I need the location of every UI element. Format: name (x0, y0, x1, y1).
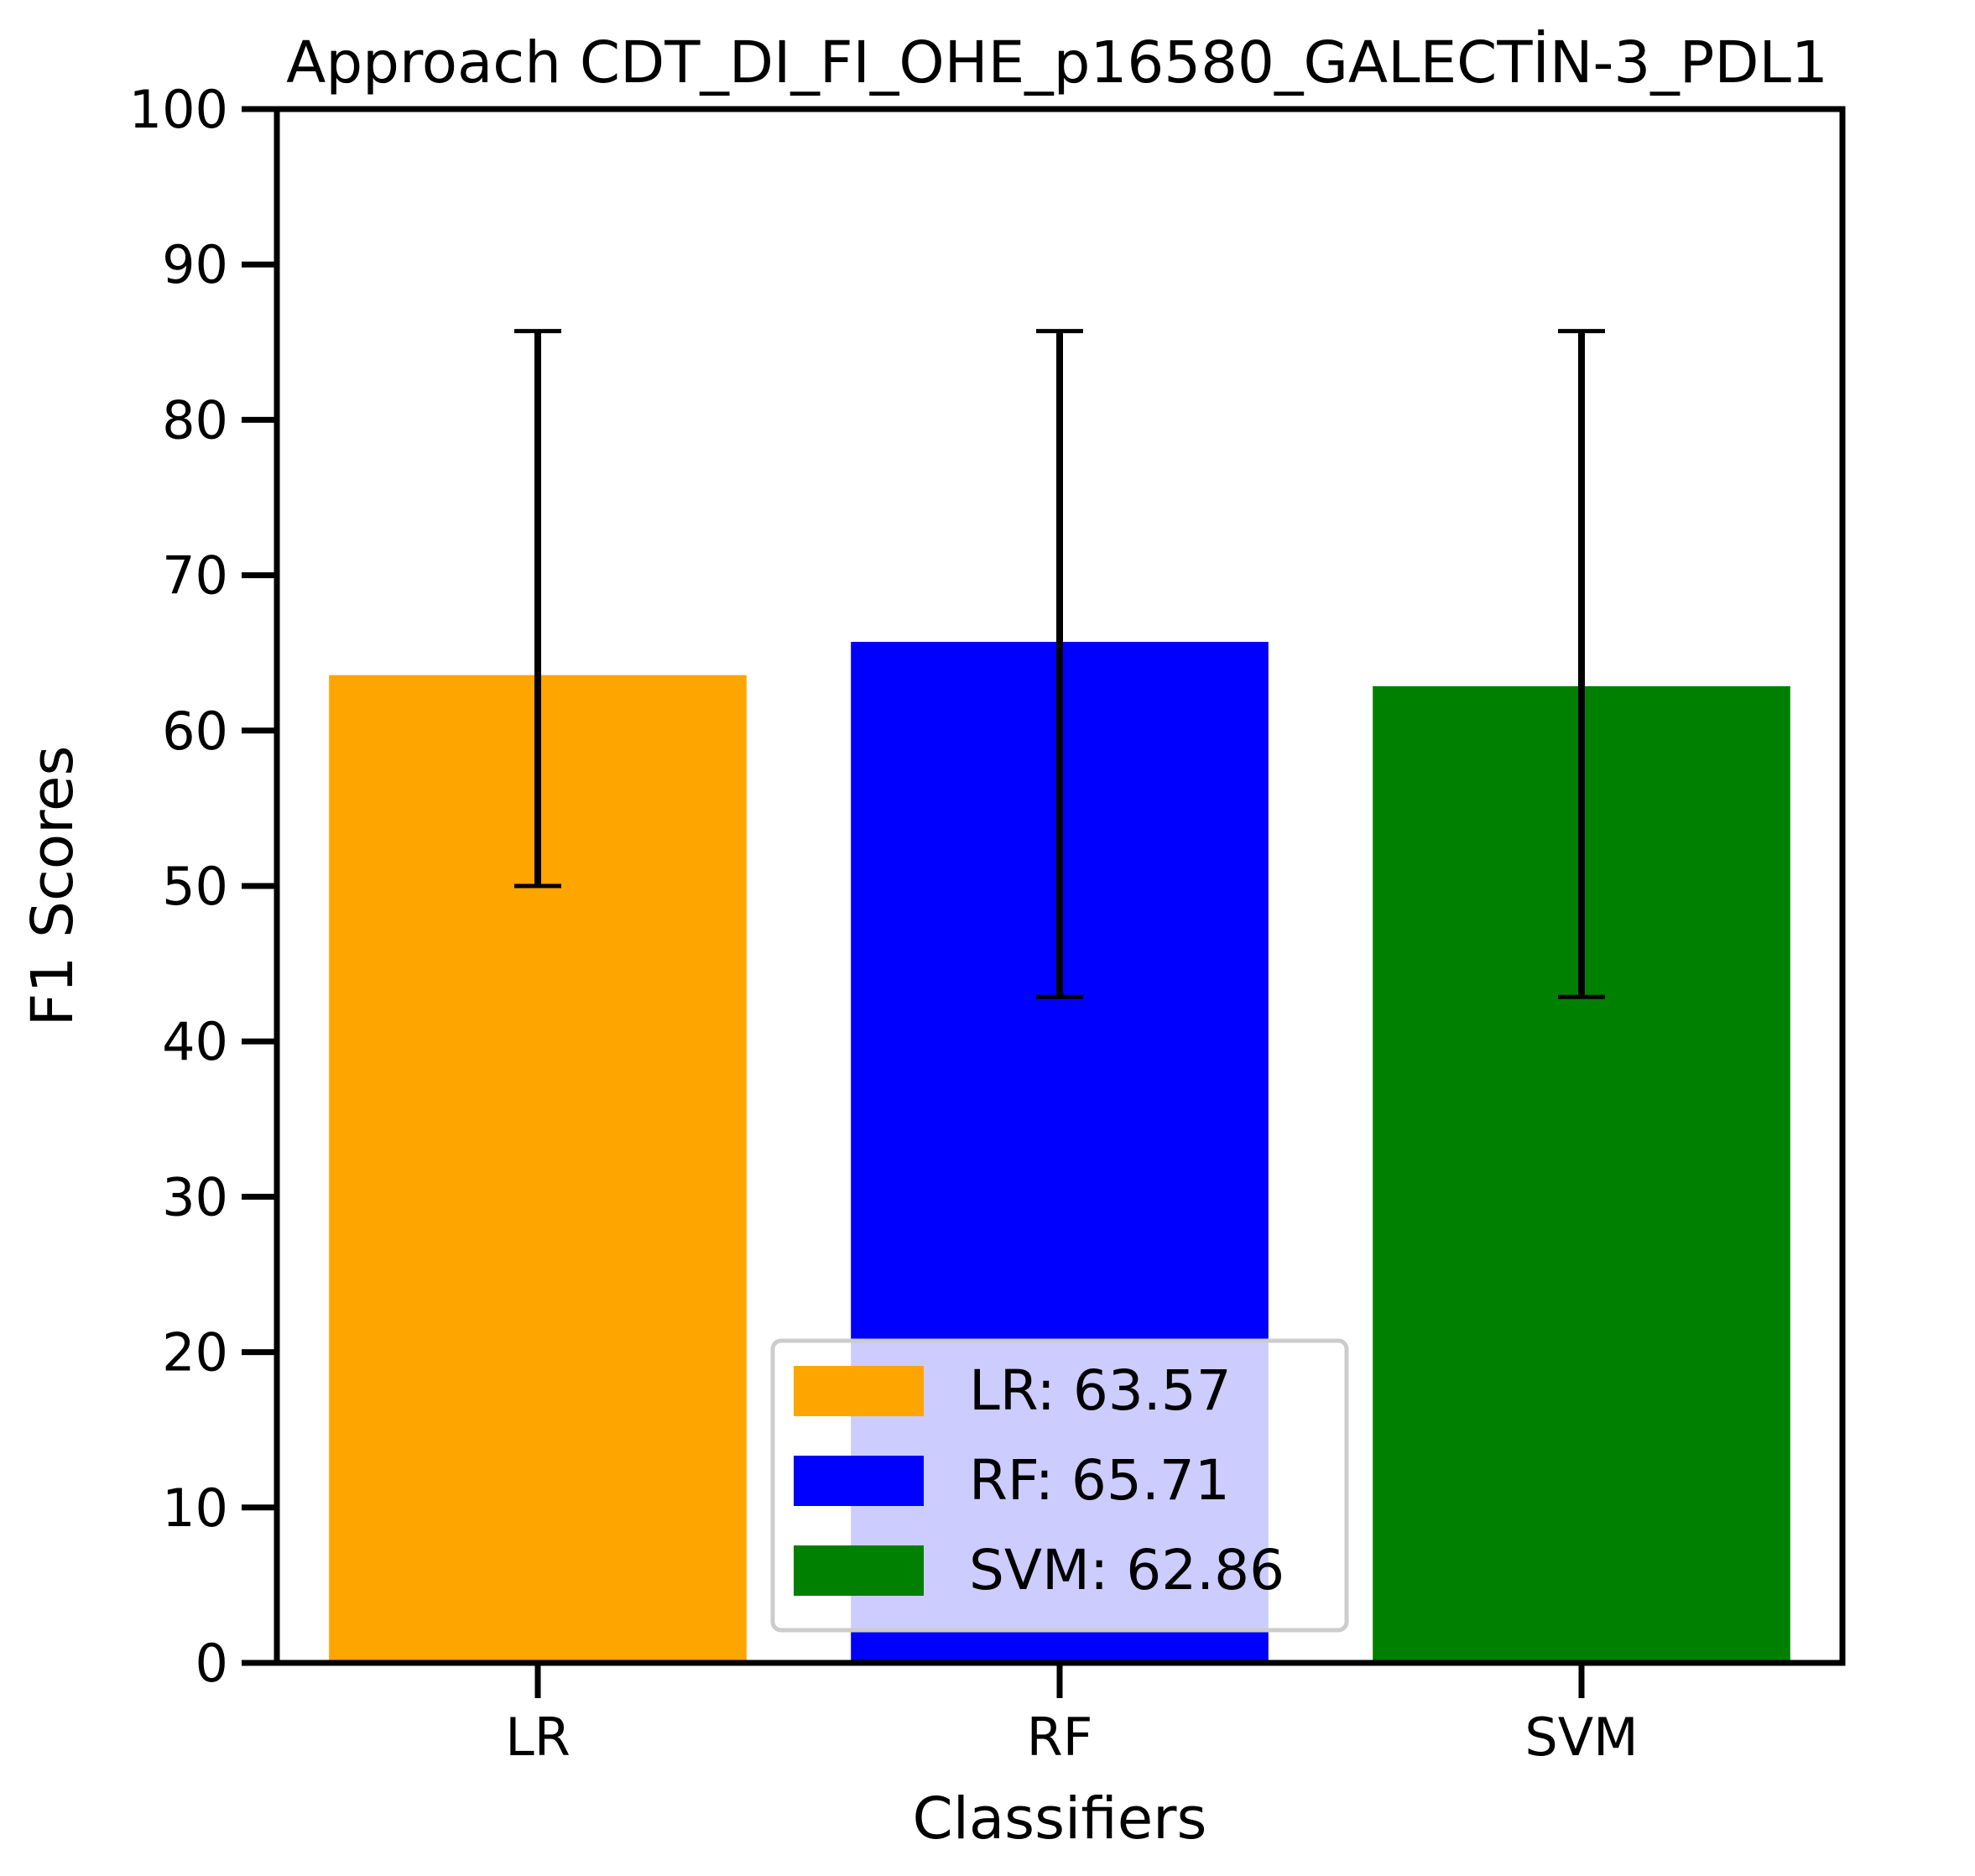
x-tick-label: LR (505, 1707, 571, 1768)
y-tick-label: 30 (162, 1166, 228, 1227)
chart-title: Approach CDT_DI_FI_OHE_p16580_GALECTİN-3… (286, 29, 1828, 96)
legend-swatch (794, 1545, 924, 1596)
y-axis: 0 10 20 30 40 50 60 70 80 90 100 (129, 79, 277, 1694)
y-tick-label: 10 (162, 1477, 228, 1539)
legend-label: RF: 65.71 (969, 1448, 1230, 1513)
x-axis-label: Classifiers (913, 1785, 1207, 1853)
legend-label: SVM: 62.86 (969, 1538, 1285, 1602)
y-tick-label: 80 (162, 389, 228, 451)
y-tick-label: 70 (162, 545, 228, 607)
y-tick-label: 90 (162, 234, 228, 295)
x-tick-label: SVM (1524, 1707, 1638, 1768)
legend: LR: 63.57 RF: 65.71 SVM: 62.86 (770, 1338, 1349, 1633)
y-tick-label: 60 (162, 701, 228, 762)
y-tick-label: 0 (195, 1633, 228, 1694)
legend-swatch (794, 1366, 924, 1416)
x-tick-label: RF (1027, 1707, 1093, 1768)
error-bar-svm (1558, 329, 1605, 999)
error-bars-layer (514, 329, 1605, 999)
legend-swatch (794, 1456, 924, 1506)
y-tick-label: 20 (162, 1322, 228, 1384)
legend-items: LR: 63.57 RF: 65.71 SVM: 62.86 (794, 1358, 1285, 1602)
y-tick-label: 40 (162, 1011, 228, 1072)
x-axis: LR RF SVM (505, 1663, 1639, 1768)
legend-label: LR: 63.57 (969, 1358, 1232, 1423)
error-bar-rf (1036, 329, 1083, 999)
y-tick-label: 100 (129, 79, 228, 140)
y-axis-label: F1 Scores (19, 746, 86, 1027)
y-tick-label: 50 (162, 856, 228, 917)
error-bar-lr (514, 329, 561, 888)
